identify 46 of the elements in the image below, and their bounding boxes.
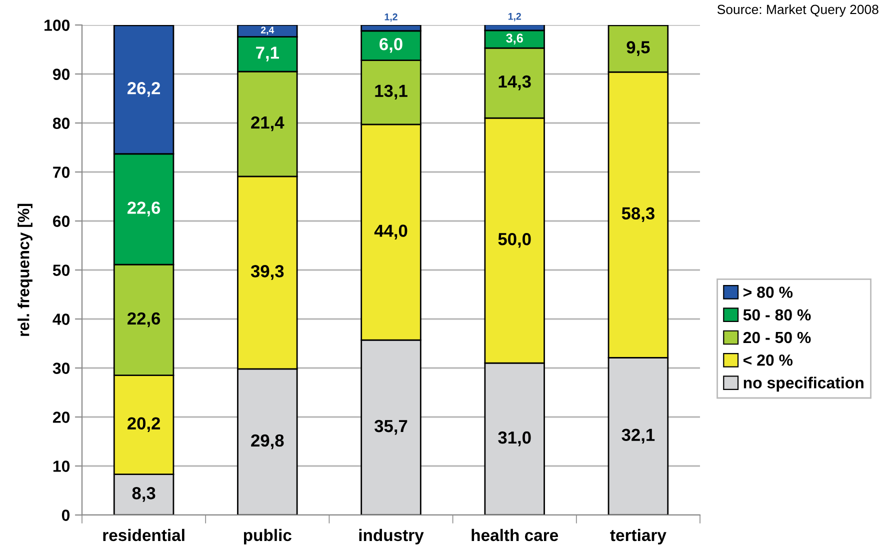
- y-tick-label: 40: [52, 314, 70, 325]
- y-tick-label: 80: [52, 118, 70, 129]
- x-tick-label: tertiary: [610, 528, 666, 544]
- data-label: 1,2: [508, 12, 521, 22]
- data-label: 32,1: [622, 428, 655, 444]
- y-tick-label: 100: [44, 20, 70, 31]
- legend-label: > 80 %: [743, 286, 793, 298]
- data-label: 35,7: [374, 420, 408, 435]
- data-label: 29,8: [251, 434, 284, 450]
- x-tick-label: public: [244, 528, 292, 544]
- data-label: 3,6: [506, 34, 523, 44]
- y-tick-label: 0: [62, 510, 70, 521]
- x-tick-label: residential: [103, 528, 184, 542]
- y-axis-title: rel. frequency [%]: [18, 204, 32, 336]
- y-tick-label: 60: [53, 216, 70, 227]
- y-tick-label: 90: [52, 68, 70, 80]
- data-label: 20,2: [128, 417, 160, 432]
- legend-label: 50 - 80 %: [743, 309, 811, 321]
- y-tick-label: 50: [52, 264, 70, 276]
- data-label: 14,3: [498, 75, 531, 90]
- y-tick-label: 70: [53, 166, 70, 178]
- data-label: 1,2: [384, 13, 398, 22]
- source-note: Source: Market Query 2008: [717, 4, 878, 17]
- legend-label: no specification: [744, 376, 864, 392]
- data-label: 13,1: [375, 84, 408, 100]
- y-tick-label: 10: [53, 460, 70, 472]
- data-label: 7,1: [256, 46, 279, 62]
- legend-label: < 20 %: [743, 354, 793, 366]
- data-label: 21,4: [251, 116, 284, 132]
- data-label: 39,3: [250, 265, 284, 280]
- data-label: 22,6: [128, 312, 160, 328]
- data-label: 2,4: [260, 26, 274, 35]
- data-label: 6,0: [380, 38, 402, 53]
- data-label: 44,0: [374, 224, 408, 240]
- data-label: 26,2: [128, 82, 160, 97]
- data-label: 50,0: [498, 232, 531, 248]
- data-label: 22,6: [128, 202, 160, 216]
- data-label: 58,3: [622, 207, 654, 222]
- y-tick-label: 20: [52, 412, 70, 423]
- y-tick-label: 30: [52, 362, 70, 374]
- legend-label: 20 - 50 %: [743, 332, 811, 344]
- data-label: 8,3: [132, 487, 156, 502]
- x-tick-label: industry: [359, 528, 424, 544]
- data-label: 31,0: [498, 431, 531, 446]
- x-tick-label: health care: [472, 528, 558, 542]
- data-label: 9,5: [626, 41, 650, 56]
